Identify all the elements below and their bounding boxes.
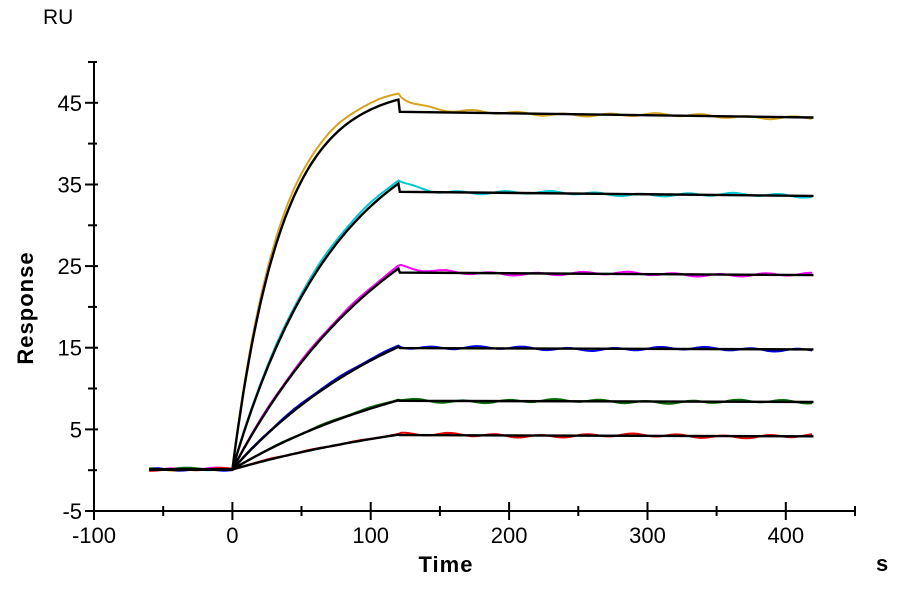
x-tick-label: 400 (767, 523, 804, 548)
y-axis-title: Response (13, 251, 38, 364)
fit-curve-concentration-6-lowest (149, 433, 814, 471)
axes: -100 0 100 200 300 400 -5 5 15 25 35 45 (58, 61, 856, 548)
x-tick-label: -100 (72, 523, 116, 548)
fit-curve-concentration-1-highest (149, 98, 814, 471)
x-tick-label: 200 (491, 523, 528, 548)
y-tick-label: 25 (58, 254, 82, 279)
x-unit-label: s (876, 551, 889, 576)
x-tick-label: 0 (226, 523, 238, 548)
y-tick-label: -5 (62, 499, 82, 524)
data-curves (149, 92, 813, 472)
y-tick-label: 15 (58, 336, 82, 361)
fit-curve-concentration-2 (149, 181, 814, 471)
y-unit-label: RU (43, 6, 73, 29)
x-tick-label: 300 (629, 523, 666, 548)
fit-curve-concentration-4 (149, 345, 814, 471)
fit-curves (149, 98, 814, 471)
data-curve-concentration-2 (149, 179, 813, 472)
fit-curve-concentration-5 (149, 399, 814, 471)
x-axis-title: Time (419, 552, 474, 577)
y-tick-label: 5 (70, 417, 82, 442)
y-tick-label: 45 (58, 91, 82, 116)
y-tick-label: 35 (58, 173, 82, 198)
fit-curve-concentration-3 (149, 266, 814, 471)
x-tick-label: 100 (352, 523, 389, 548)
